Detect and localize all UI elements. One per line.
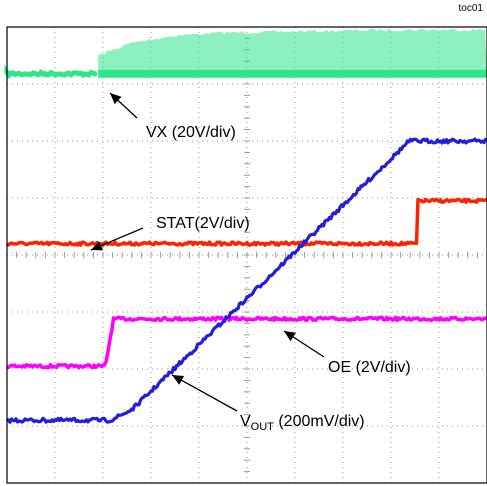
vout-arrow-head [172, 375, 185, 385]
stat-label: STAT(2V/div) [156, 215, 250, 232]
vout-arrow [171, 374, 238, 412]
vx-trace-envelope [98, 28, 487, 77]
vx-arrow-head [110, 93, 122, 105]
stat-trace [5, 197, 487, 247]
oe-trace [6, 315, 487, 370]
vx-trace-band [98, 69, 487, 78]
annotation-arrows [90, 92, 325, 412]
figure-tag: toc01 [458, 3, 483, 14]
vout-label-main: V [240, 413, 251, 430]
vout-label: VOUT (200mV/div) [240, 413, 365, 433]
scope-grid [7, 27, 487, 483]
scope-traces [4, 28, 487, 424]
vx-trace-baseline [4, 64, 98, 79]
plot-frame [6, 26, 487, 484]
vx-label: VX (20V/div) [146, 124, 236, 141]
vout-label-sub: OUT [251, 421, 275, 433]
oe-label: OE (2V/div) [328, 359, 411, 376]
vout-label-scale: (200mV/div) [274, 413, 365, 430]
oe-arrow-head [284, 331, 296, 342]
stat-arrow-head [91, 241, 104, 251]
vout-trace [5, 137, 487, 424]
